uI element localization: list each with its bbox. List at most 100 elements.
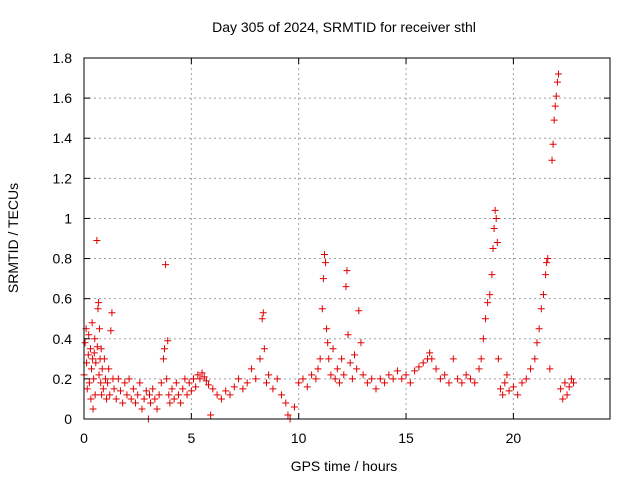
y-tick-label: 0.2: [53, 371, 73, 387]
data-point: [454, 375, 462, 383]
data-point: [426, 349, 434, 357]
data-point: [149, 385, 157, 393]
data-point: [183, 391, 191, 399]
data-point: [181, 375, 189, 383]
data-point: [116, 387, 124, 395]
data-point: [481, 315, 489, 323]
data-point: [527, 365, 535, 373]
data-point: [314, 365, 322, 373]
y-tick-label: 1.6: [53, 90, 73, 106]
data-point: [372, 385, 380, 393]
data-point: [445, 379, 453, 387]
data-point: [132, 399, 140, 407]
data-point: [565, 383, 573, 391]
data-point: [428, 355, 436, 363]
data-point: [514, 391, 522, 399]
data-point: [376, 375, 384, 383]
data-point: [466, 375, 474, 383]
data-point: [368, 375, 376, 383]
x-tick-label: 5: [187, 430, 195, 446]
data-point: [147, 399, 155, 407]
data-point: [489, 245, 497, 253]
data-point: [95, 325, 103, 333]
data-point: [342, 283, 350, 291]
data-point: [90, 375, 98, 383]
data-point: [344, 331, 352, 339]
data-point: [222, 387, 230, 395]
data-point: [192, 383, 200, 391]
data-point: [411, 367, 419, 375]
data-point: [484, 299, 492, 307]
data-point: [278, 391, 286, 399]
data-point: [355, 307, 363, 315]
data-point: [325, 355, 333, 363]
data-point: [320, 251, 328, 259]
data-point: [542, 271, 550, 279]
data-point: [89, 405, 97, 413]
y-tick-labels: 0 0.2 0.4 0.6 0.8 1 1.2 1.4 1.6 1.8: [53, 50, 73, 427]
data-point: [359, 371, 367, 379]
data-point: [479, 335, 487, 343]
data-point: [260, 345, 268, 353]
data-point: [553, 78, 561, 86]
data-point: [419, 359, 427, 367]
data-point: [94, 305, 102, 313]
data-point: [217, 395, 225, 403]
data-point: [247, 365, 255, 373]
data-point: [537, 305, 545, 313]
data-point: [303, 383, 311, 391]
data-point: [84, 351, 92, 359]
data-point: [174, 391, 182, 399]
data-point: [299, 375, 307, 383]
data-point: [127, 395, 135, 403]
x-tick-label: 15: [398, 430, 414, 446]
data-point: [265, 371, 273, 379]
data-point: [125, 375, 133, 383]
data-point: [129, 385, 137, 393]
data-points: [80, 70, 578, 423]
data-point: [522, 375, 530, 383]
data-point: [567, 375, 575, 383]
data-point: [89, 355, 97, 363]
data-point: [165, 391, 173, 399]
data-point: [551, 102, 559, 110]
data-point: [172, 379, 180, 387]
data-point: [95, 299, 103, 307]
data-point: [108, 309, 116, 317]
y-tick-label: 1.2: [53, 170, 73, 186]
data-point: [110, 385, 118, 393]
data-point: [351, 351, 359, 359]
data-point: [499, 391, 507, 399]
data-point: [93, 237, 101, 245]
data-point: [539, 291, 547, 299]
data-point: [501, 379, 509, 387]
data-point: [179, 385, 187, 393]
data-point: [492, 214, 500, 222]
data-point: [389, 375, 397, 383]
data-point: [340, 371, 348, 379]
data-point: [164, 337, 172, 345]
data-point: [198, 369, 206, 377]
x-tick-labels: 0 5 10 15 20: [80, 430, 521, 446]
data-point: [544, 255, 552, 263]
data-point: [207, 411, 215, 419]
data-point: [85, 331, 93, 339]
data-point: [488, 271, 496, 279]
data-point: [406, 379, 414, 387]
data-point: [166, 399, 174, 407]
data-point: [85, 379, 93, 387]
data-point: [114, 375, 122, 383]
data-point: [151, 395, 159, 403]
data-point: [189, 375, 197, 383]
data-point: [153, 405, 161, 413]
data-point: [449, 355, 457, 363]
data-point: [196, 375, 204, 383]
data-point: [477, 355, 485, 363]
data-point: [381, 379, 389, 387]
data-point: [385, 371, 393, 379]
data-point: [162, 261, 170, 269]
data-point: [103, 395, 111, 403]
data-point: [333, 365, 341, 373]
data-point: [157, 379, 165, 387]
